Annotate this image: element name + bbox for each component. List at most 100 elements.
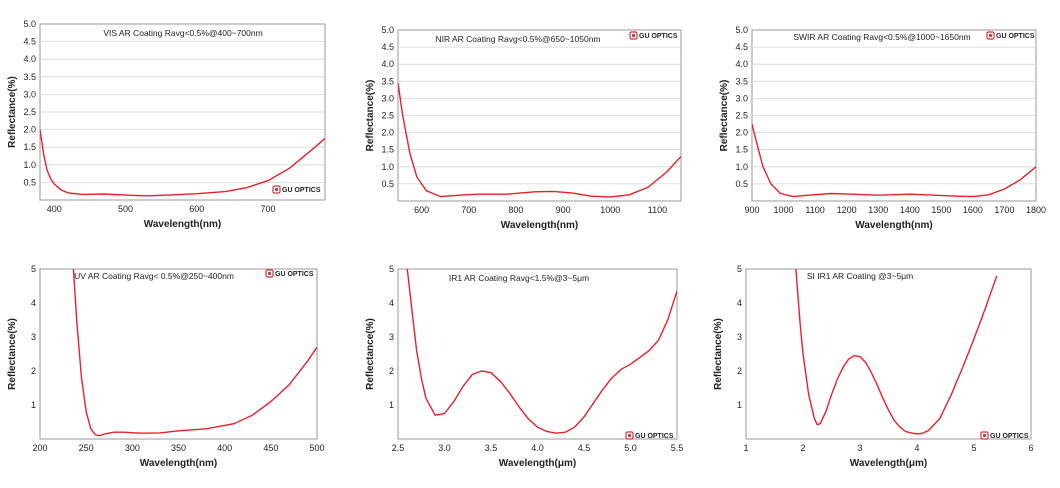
brand-logo-dot	[982, 433, 987, 438]
x-tick-label: 4.5	[578, 443, 591, 453]
x-tick-label: 400	[47, 204, 62, 214]
brand-logo-icon	[986, 31, 995, 40]
y-tick-label: 4.0	[381, 59, 394, 69]
y-tick-label: 2	[737, 366, 742, 376]
x-tick-label: 1000	[774, 205, 794, 215]
x-tick-label: 300	[125, 443, 140, 453]
y-tick-label: 4.0	[23, 54, 36, 64]
brand-logo: GU OPTICS	[265, 269, 314, 278]
brand-logo-text: GU OPTICS	[990, 433, 1029, 440]
brand-logo: GU OPTICS	[980, 431, 1029, 440]
x-tick-label: 3.5	[485, 443, 498, 453]
y-tick-label: 1.5	[381, 145, 394, 155]
y-tick-label: 5.0	[23, 19, 36, 29]
y-tick-label: 1.0	[23, 160, 36, 170]
x-tick-label: 3.0	[438, 443, 451, 453]
brand-logo-dot	[274, 187, 279, 192]
chart-panel-3: 0.5 1.0 1.5 2.0 2.5 3.0 3.5 4.0 4.5 5.0 900 1000 110…	[719, 25, 1046, 231]
x-tick-label: 1400	[900, 205, 920, 215]
chart-title: VIS AR Coating Ravg<0.5%@400~700nm	[103, 28, 262, 38]
y-tick-label: 5.0	[735, 25, 748, 35]
chart-panel-6: 1 2 3 4 5 1 2 3 4 5 6 Wavelength(μm) Reflectance(%) S…	[713, 264, 1034, 469]
y-tick-label: 1.5	[23, 142, 36, 152]
y-tick-label: 4	[31, 298, 36, 308]
y-tick-label: 3.5	[381, 76, 394, 86]
y-axis-label: Reflectance(%)	[719, 80, 730, 152]
y-tick-label: 4.5	[735, 42, 748, 52]
brand-logo-text: GU OPTICS	[635, 433, 674, 440]
y-tick-label: 1.5	[735, 145, 748, 155]
brand-logo-icon	[980, 431, 989, 440]
x-tick-label: 6	[1028, 443, 1033, 453]
y-tick-label: 4.5	[381, 42, 394, 52]
brand-logo-icon	[625, 431, 634, 440]
y-tick-label: 1	[389, 400, 394, 410]
x-tick-label: 200	[32, 443, 47, 453]
x-tick-label: 900	[744, 205, 759, 215]
y-tick-label: 5.0	[381, 25, 394, 35]
y-tick-label: 4	[737, 298, 742, 308]
y-tick-label: 3.0	[23, 89, 36, 99]
x-tick-label: 500	[309, 443, 324, 453]
y-tick-label: 2	[389, 366, 394, 376]
x-tick-label: 700	[461, 205, 476, 215]
y-tick-label: 1	[737, 400, 742, 410]
x-tick-label: 1	[743, 443, 748, 453]
x-tick-label: 600	[414, 205, 429, 215]
plot-area	[39, 268, 318, 440]
x-tick-label: 1100	[805, 205, 824, 215]
x-tick-label: 350	[171, 443, 186, 453]
reflectance-curve	[72, 269, 317, 437]
brand-logo-icon	[629, 31, 638, 40]
brand-logo-text: GU OPTICS	[275, 271, 314, 278]
chart-title: NIR AR Coating Ravg<0.5%@650~1050nm	[435, 34, 600, 44]
y-tick-label: 2.0	[381, 128, 394, 138]
brand-logo-icon	[272, 185, 281, 194]
y-tick-label: 3.5	[735, 76, 748, 86]
x-tick-label: 400	[217, 443, 232, 453]
reflectance-curve	[40, 129, 325, 197]
y-axis-label: Reflectance(%)	[365, 80, 376, 152]
chart-panel-2: 0.5 1.0 1.5 2.0 2.5 3.0 3.5 4.0 4.5 5.0 600 700 800 9…	[365, 25, 682, 231]
y-axis-label: Reflectance(%)	[713, 318, 724, 390]
y-tick-label: 2.5	[23, 107, 36, 117]
brand-logo-text: GU OPTICS	[639, 33, 678, 40]
chart-panel-4: 1 2 3 4 5 200 250 300 350 400 450 500 Wavelength(nm)…	[7, 264, 325, 469]
brand-logo-text: GU OPTICS	[996, 33, 1035, 40]
x-axis-label: Wavelength(nm)	[140, 458, 217, 469]
x-tick-label: 1200	[837, 205, 857, 215]
x-tick-label: 2.5	[392, 443, 405, 453]
reflectance-curve	[752, 123, 1036, 198]
brand-logo-dot	[988, 33, 993, 38]
x-tick-label: 500	[118, 204, 133, 214]
x-axis-label: Wavelength(μm)	[499, 458, 576, 469]
x-tick-label: 1100	[648, 205, 667, 215]
y-axis-label: Reflectance(%)	[7, 318, 18, 390]
brand-logo-dot	[627, 433, 632, 438]
y-tick-label: 3	[737, 332, 742, 342]
y-axis-label: Reflectance(%)	[365, 318, 376, 390]
x-axis-label: Wavelength(nm)	[144, 219, 221, 230]
x-tick-label: 1000	[600, 205, 620, 215]
x-tick-label: 5	[971, 443, 976, 453]
x-tick-label: 1500	[931, 205, 951, 215]
x-tick-label: 5.5	[671, 443, 684, 453]
y-tick-label: 2.5	[735, 111, 748, 121]
y-tick-label: 2.0	[735, 128, 748, 138]
x-axis-label: Wavelength(nm)	[501, 220, 578, 231]
y-tick-label: 5	[389, 264, 394, 274]
x-tick-label: 450	[263, 443, 278, 453]
reflectance-curve	[406, 269, 677, 434]
y-tick-label: 5	[31, 264, 36, 274]
chart-panel-1: 0.5 1.0 1.5 2.0 2.5 3.0 3.5 4.0 4.5 5.0 400 500 600 7…	[7, 19, 326, 230]
x-axis-label: Wavelength(nm)	[855, 220, 932, 231]
y-tick-label: 3	[31, 332, 36, 342]
brand-logo: GU OPTICS	[629, 31, 678, 40]
chart-title: SWIR AR Coating Ravg<0.5%@1000~1650nm	[793, 32, 970, 42]
brand-logo: GU OPTICS	[625, 431, 674, 440]
x-tick-label: 5.0	[624, 443, 637, 453]
brand-logo-icon	[265, 269, 274, 278]
x-tick-label: 2	[800, 443, 805, 453]
y-tick-label: 0.5	[23, 177, 36, 187]
y-tick-label: 1.0	[381, 162, 394, 172]
